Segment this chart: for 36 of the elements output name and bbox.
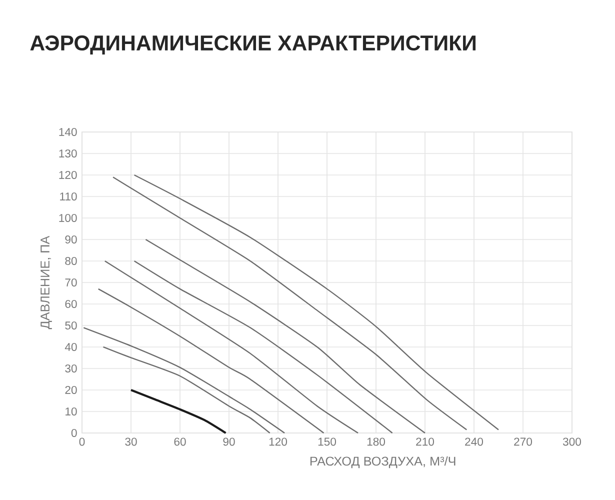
x-tick-label: 90 — [223, 438, 235, 446]
y-tick-label: 90 — [65, 235, 77, 244]
line-series — [130, 388, 227, 434]
x-tick-label: 0 — [79, 438, 85, 446]
x-tick-label: 270 — [514, 438, 532, 446]
line-series — [102, 346, 270, 434]
x-tick-label: 300 — [562, 438, 581, 446]
line-series — [98, 288, 324, 434]
y-tick-label: 0 — [71, 428, 77, 437]
y-tick-label: 60 — [65, 300, 77, 308]
x-tick-label: 180 — [367, 438, 385, 446]
y-tick-label: 30 — [65, 364, 77, 372]
y-tick-label: 40 — [64, 342, 77, 351]
line-series — [104, 260, 359, 434]
line-series — [134, 260, 393, 434]
y-tick-label: 140 — [59, 128, 77, 136]
chart-title: АЭРОДИНАМИЧЕСКИЕ ХАРАКТЕРИСТИКИ — [30, 35, 476, 55]
y-tick-label: 130 — [59, 149, 77, 158]
line-series — [145, 238, 426, 434]
x-tick-label: 60 — [174, 438, 186, 446]
x-axis-title: РАСХОД ВОЗДУХА, М³/Ч — [310, 456, 456, 468]
x-tick-label: 30 — [125, 438, 137, 446]
y-tick-label: 110 — [60, 192, 77, 200]
y-tick-label: 80 — [65, 256, 77, 265]
y-tick-label: 100 — [59, 214, 77, 222]
y-tick-label: 70 — [65, 278, 77, 286]
x-tick-label: 240 — [465, 438, 483, 446]
y-tick-label: 20 — [65, 386, 77, 394]
x-tick-label: 210 — [416, 438, 434, 446]
y-tick-label: 10 — [66, 407, 77, 416]
y-tick-label: 120 — [59, 170, 77, 179]
y-tick-label: 50 — [65, 321, 77, 330]
x-tick-label: 120 — [269, 438, 288, 446]
line-series — [83, 327, 286, 434]
y-axis-title: ДАВЛЕНИЕ, ПА — [40, 236, 52, 330]
x-tick-label: 150 — [318, 438, 336, 446]
